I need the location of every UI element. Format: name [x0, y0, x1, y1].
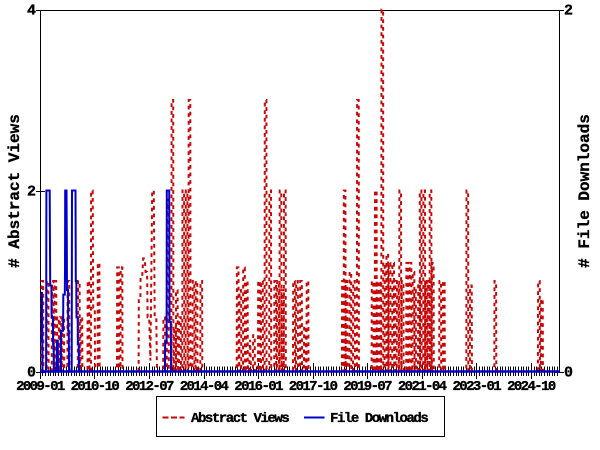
svg-text:2016-01: 2016-01: [234, 379, 283, 395]
svg-text:0: 0: [27, 365, 36, 382]
svg-text:2024-10: 2024-10: [507, 379, 556, 395]
svg-text:File Downloads: File Downloads: [330, 411, 428, 427]
svg-text:2019-07: 2019-07: [343, 379, 392, 395]
svg-text:4: 4: [27, 3, 36, 20]
svg-text:2: 2: [27, 184, 36, 201]
svg-text:2017-10: 2017-10: [289, 379, 338, 395]
svg-text:2021-04: 2021-04: [398, 379, 447, 395]
svg-text:2014-04: 2014-04: [180, 379, 229, 395]
svg-text:2012-07: 2012-07: [125, 379, 174, 395]
svg-text:2: 2: [564, 3, 573, 20]
svg-text:2010-10: 2010-10: [71, 379, 120, 395]
svg-text:0: 0: [564, 365, 573, 382]
svg-text:Abstract Views: Abstract Views: [191, 411, 289, 427]
svg-text:2023-01: 2023-01: [452, 379, 501, 395]
svg-text:# Abstract Views: # Abstract Views: [6, 114, 24, 268]
svg-text:# File Downloads: # File Downloads: [576, 114, 594, 268]
svg-text:2009-01: 2009-01: [16, 379, 65, 395]
